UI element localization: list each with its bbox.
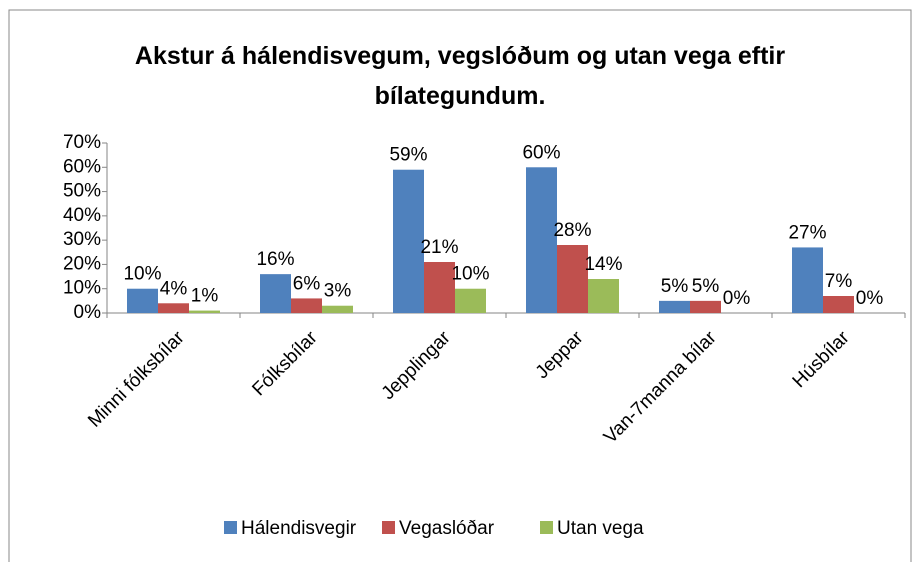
bar: [659, 300, 690, 313]
value-label: 4%: [160, 278, 188, 299]
bar: [291, 298, 322, 313]
x-tick-label: Húsbílar: [789, 327, 854, 392]
legend-label: Hálendisvegir: [241, 518, 357, 539]
legend-swatch: [382, 521, 395, 534]
y-tick-label: 20%: [63, 253, 101, 274]
bar: [189, 310, 220, 313]
value-label: 16%: [256, 249, 294, 270]
bar: [557, 245, 588, 313]
value-label: 6%: [293, 273, 321, 294]
bar: [158, 303, 189, 313]
value-label: 7%: [825, 271, 853, 292]
bar: [127, 288, 158, 313]
bar: [792, 247, 823, 313]
bar: [455, 288, 486, 313]
value-label: 59%: [389, 145, 427, 166]
bar: [393, 169, 424, 313]
bar: [260, 274, 291, 313]
bar: [526, 167, 557, 313]
x-tick-label: Minni fólksbílar: [84, 327, 189, 432]
value-label: 0%: [723, 288, 751, 309]
bar: [823, 296, 854, 313]
y-tick-label: 50%: [63, 181, 101, 202]
y-tick-label: 70%: [63, 132, 101, 153]
bar: [322, 305, 353, 313]
legend-label: Utan vega: [557, 518, 644, 539]
bar: [424, 262, 455, 313]
x-tick-label: Jepplingar: [378, 327, 455, 404]
y-tick-label: 40%: [63, 205, 101, 226]
value-label: 60%: [522, 142, 560, 163]
chart-title: Akstur á hálendisvegum, vegslóðum og uta…: [134, 42, 786, 110]
value-label: 5%: [661, 276, 689, 297]
y-tick-label: 60%: [63, 156, 101, 177]
value-label: 10%: [123, 264, 161, 285]
value-label: 0%: [856, 288, 884, 309]
y-tick-label: 0%: [74, 302, 102, 323]
x-tick-label: Fólksbílar: [248, 327, 322, 401]
value-label: 14%: [584, 254, 622, 275]
value-label: 3%: [324, 281, 352, 302]
value-label: 10%: [451, 264, 489, 285]
bar: [690, 300, 721, 313]
legend-label: Vegaslóðar: [399, 518, 495, 539]
bar: [588, 279, 619, 313]
value-label: 28%: [553, 220, 591, 241]
x-tick-label: Jeppar: [532, 327, 588, 383]
value-label: 27%: [788, 222, 826, 243]
y-tick-label: 10%: [63, 278, 101, 299]
value-label: 21%: [420, 237, 458, 258]
legend-swatch: [540, 521, 553, 534]
x-tick-label: Van-7manna bílar: [600, 327, 721, 448]
chart-frame: [8, 9, 912, 562]
value-label: 5%: [692, 276, 720, 297]
y-tick-label: 30%: [63, 229, 101, 250]
legend-swatch: [224, 521, 237, 534]
value-label: 1%: [191, 286, 219, 307]
